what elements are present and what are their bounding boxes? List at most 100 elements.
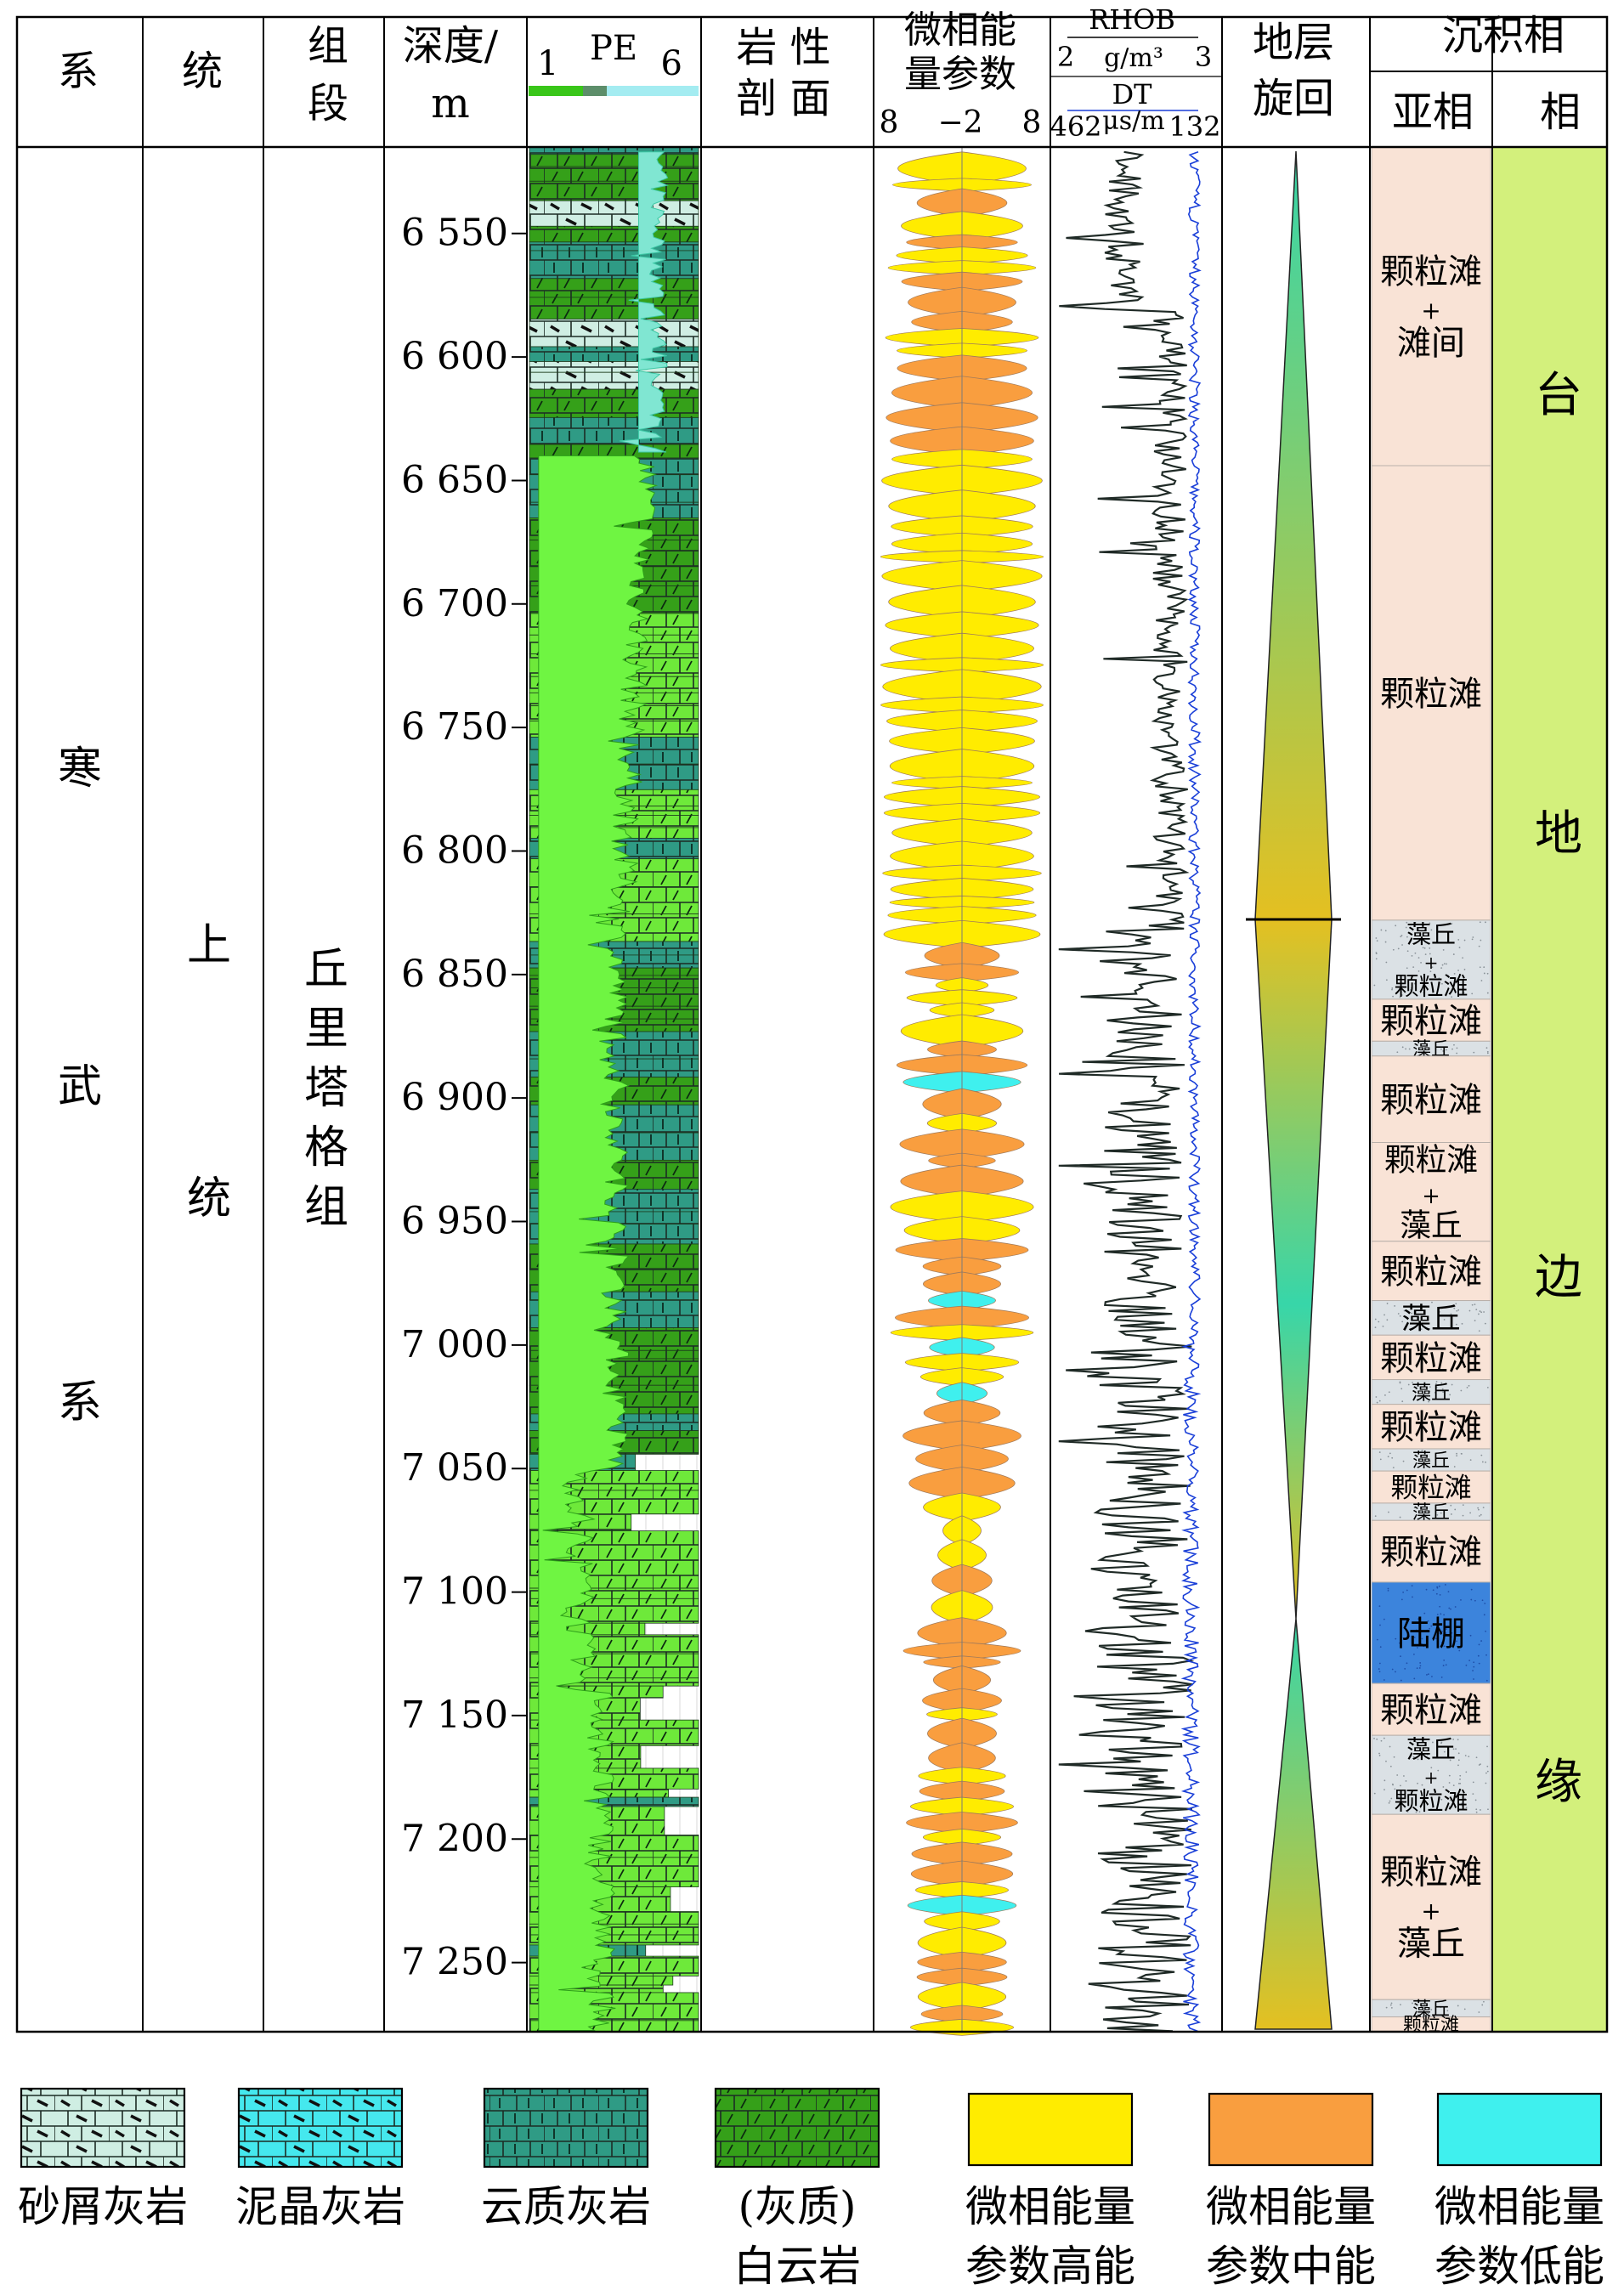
subfacies-stipple: [1428, 1400, 1430, 1403]
system-char-3: 系: [58, 1377, 102, 1428]
dt-curve: [1180, 151, 1202, 2033]
subfacies-stipple: [1414, 1790, 1417, 1792]
subfacies-stipple: [1453, 1043, 1455, 1046]
table-grid: [15, 15, 1609, 2033]
subfacies-stipple: [1440, 925, 1441, 927]
subfacies-stipple: [1401, 1400, 1404, 1403]
subfacies-stipple: [1415, 1629, 1417, 1632]
header-mpp-2: 量参数: [904, 53, 1016, 96]
subfacies-stipple: [1455, 1303, 1457, 1305]
subfacies-stipple: [1400, 934, 1403, 936]
lithology-bed: [529, 166, 699, 182]
subfacies-stipple: [1374, 1326, 1377, 1329]
subfacies-stipple: [1452, 953, 1455, 955]
subfacies-stipple: [1487, 1808, 1489, 1811]
subfacies-stipple: [1397, 947, 1400, 950]
subfacies-stipple: [1465, 1807, 1468, 1809]
subfacies-stipple: [1376, 940, 1378, 942]
subfacies-stipple: [1413, 1677, 1416, 1680]
subfacies-stipple: [1445, 1632, 1447, 1634]
subfacies-stipple: [1420, 1455, 1423, 1457]
subfacies-stipple: [1435, 1386, 1438, 1388]
subfacies-stipple: [1472, 1781, 1474, 1784]
subfacies-stipple: [1443, 1614, 1446, 1616]
legend-label: (灰质): [738, 2182, 856, 2231]
subfacies-stipple: [1417, 937, 1420, 940]
subfacies-stipple: [1373, 984, 1376, 987]
subfacies-stipple: [1454, 1606, 1457, 1608]
subfacies-stipple: [1478, 1662, 1480, 1665]
subfacies-stipple: [1459, 1774, 1462, 1777]
subfacies-stipple: [1436, 1513, 1439, 1516]
subfacies-grain: [1371, 1682, 1491, 1736]
subfacies-label: 藻丘: [1400, 1207, 1463, 1243]
subfacies-stipple: [1423, 1515, 1425, 1518]
subfacies-stipple: [1450, 1504, 1452, 1507]
subfacies-stipple: [1376, 1738, 1378, 1740]
subfacies-stipple: [1395, 925, 1397, 927]
legend-swatch-solid: [1436, 2092, 1603, 2167]
depth-label: 7 050: [401, 1446, 508, 1490]
subfacies-stipple: [1484, 1603, 1486, 1604]
subfacies-label: 颗粒滩: [1380, 1408, 1482, 1447]
subfacies-label: 颗粒滩: [1394, 971, 1468, 1000]
subfacies-stipple: [1408, 1048, 1411, 1050]
depth-label: 6 550: [401, 212, 508, 255]
subfacies-stipple: [1457, 1309, 1460, 1311]
subfacies-stipple: [1480, 1513, 1482, 1516]
subfacies-stipple: [1463, 939, 1466, 942]
subfacies-stipple: [1480, 939, 1482, 942]
subfacies-stipple: [1457, 1764, 1459, 1767]
legend-swatch-dolomite: [714, 2087, 880, 2169]
subfacies-stipple: [1388, 1801, 1390, 1804]
subfacies-stipple: [1423, 2007, 1426, 2010]
subfacies-stipple: [1399, 1516, 1401, 1518]
subfacies-stipple: [1378, 1605, 1381, 1608]
subfacies-label: 颗粒滩: [1384, 1141, 1478, 1178]
microfacies-energy-track: [880, 147, 1044, 2036]
subfacies-stipple: [1440, 1048, 1442, 1050]
depth-label: 6 600: [401, 335, 508, 378]
subfacies-stipple: [1401, 1320, 1404, 1323]
subfacies-stipple: [1441, 1388, 1444, 1390]
subfacies-stipple: [1385, 2006, 1388, 2009]
subfacies-stipple: [1414, 1310, 1417, 1313]
subfacies-stipple: [1392, 1467, 1395, 1469]
subfacies-stipple: [1483, 972, 1485, 975]
subfacies-stipple: [1396, 1774, 1399, 1776]
subfacies-stipple: [1435, 1383, 1437, 1385]
lithology-bed: [529, 361, 699, 373]
subfacies-stipple: [1427, 1673, 1429, 1676]
rhob-name: RHOB: [1089, 3, 1175, 36]
pe-scale-bar-blue: [607, 86, 699, 96]
subfacies-stipple: [1373, 1737, 1375, 1739]
subfacies-stipple: [1399, 996, 1401, 998]
subfacies-stipple: [1456, 1047, 1458, 1049]
subfacies-stipple: [1418, 1051, 1421, 1054]
subfacies-stipple: [1456, 1452, 1457, 1455]
subfacies-stipple: [1449, 1799, 1451, 1801]
subfacies-stipple: [1446, 1628, 1447, 1630]
subfacies-stipple: [1468, 1660, 1471, 1662]
header-scales: 1 PE 6 8 −2 8 RHOB 2 g/m³ 3 DT 462 μs/m …: [537, 3, 1221, 143]
subfacies-stipple: [1485, 1047, 1488, 1049]
subfacies-stipple: [1383, 1737, 1385, 1739]
lithology-bed: [529, 241, 699, 252]
formation-char-1: 丘: [304, 944, 348, 995]
subfacies-stipple: [1412, 1382, 1413, 1383]
depth-label: 7 100: [401, 1570, 508, 1614]
subfacies-stipple: [1435, 1380, 1438, 1383]
subfacies-stipple: [1390, 2006, 1393, 2009]
subfacies-stipple: [1454, 1508, 1457, 1511]
subfacies-stipple: [1457, 939, 1460, 941]
subfacies-stipple: [1441, 964, 1444, 966]
subfacies-stipple: [1438, 1310, 1440, 1313]
subfacies-stipple: [1385, 961, 1388, 964]
subfacies-stipple: [1395, 1671, 1396, 1673]
subfacies-stipple: [1426, 1466, 1429, 1468]
depth-label: 7 150: [401, 1694, 508, 1737]
legend-label: 白云岩: [733, 2242, 861, 2291]
subfacies-stipple: [1461, 1802, 1463, 1805]
subfacies-stipple: [1443, 1624, 1446, 1626]
legend-label: 微相能量: [965, 2182, 1135, 2231]
